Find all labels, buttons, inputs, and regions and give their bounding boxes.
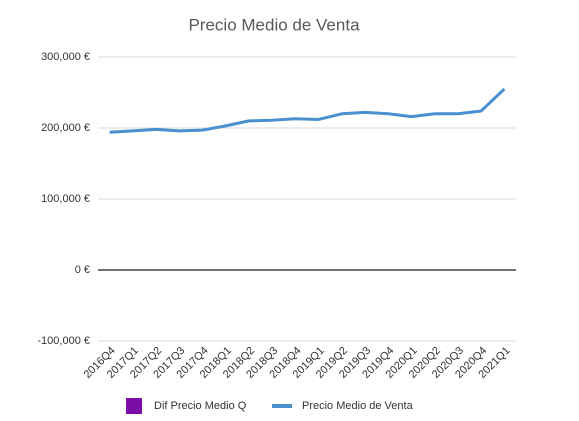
y-tick-label: 300,000 € [41,51,90,63]
y-tick-label: 100,000 € [41,193,90,205]
y-tick-label: 200,000 € [41,122,90,134]
legend-swatch [126,398,142,414]
chart-title: Precio Medio de Venta [188,15,360,34]
y-tick-label: -100,000 € [37,335,90,347]
y-tick-label: 0 € [75,264,90,276]
legend-label: Precio Medio de Venta [302,400,414,412]
legend-label: Dif Precio Medio Q [154,400,247,412]
line-series [109,87,506,134]
